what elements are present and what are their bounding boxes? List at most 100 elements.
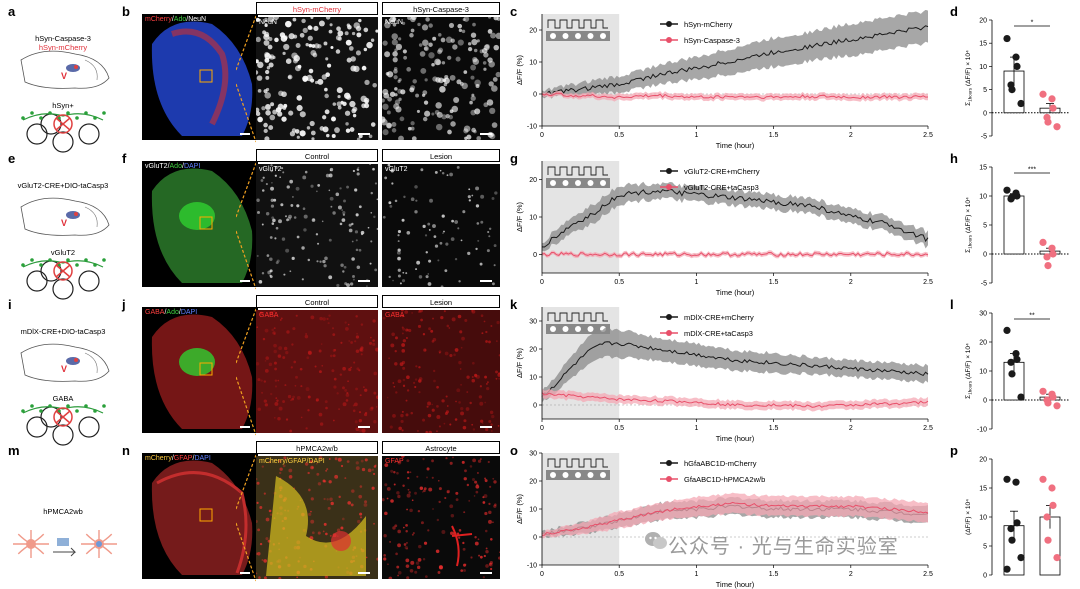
data-point: [1049, 501, 1057, 509]
cell-type-label: vGluT2: [51, 248, 75, 257]
panel-letter-a: a: [8, 4, 16, 19]
cell-type-label: hSyn+: [52, 101, 74, 110]
x-tick-label: 0.5: [614, 132, 624, 139]
series-error-band: [542, 327, 928, 403]
condition-header: hPMCA2w/b: [256, 441, 378, 454]
scale-bar: [480, 133, 492, 135]
bar-chart-p: 0 5 10 15 20 (ΔF/F) × 10⁴: [965, 457, 1061, 580]
lesion-marker: V: [61, 364, 67, 374]
stain-label-segment: NeuN: [188, 16, 207, 23]
x-axis-label: Time (hour): [716, 434, 755, 443]
overview-stain-label: mCherry/GFAP/DAPI: [145, 455, 211, 462]
x-tick-label: 2: [849, 279, 853, 286]
bar-chart-h: *** -5 0 5 10 15 Σ1hours(ΔF/F) × 10⁴: [965, 165, 1070, 288]
stain-label-segment: DAPI: [180, 309, 198, 316]
bar: [1003, 195, 1025, 255]
y-axis-label-prefix: Σ: [965, 249, 972, 253]
data-point: [1039, 475, 1047, 483]
x-tick-label: 2.5: [923, 279, 933, 286]
stain-label-segment: /: [164, 309, 167, 316]
data-point: [1044, 536, 1052, 544]
line-chart-o: hGfaABC1D-mCherryGfaABC1D-hPMCA2w/b-1001…: [515, 451, 933, 589]
data-point: [1003, 186, 1011, 194]
zoom-guide-lines: [236, 454, 256, 582]
data-point: [1013, 62, 1021, 70]
y-tick-label: -5: [981, 281, 987, 288]
y-axis-label-main: (ΔF/F) × 10⁴: [965, 50, 972, 86]
panel-letter-h: h: [950, 151, 958, 166]
x-tick-label: 1: [694, 425, 698, 432]
x-tick-label: 0.5: [614, 571, 624, 578]
scale-bar: [480, 572, 492, 574]
data-point: [1048, 95, 1056, 103]
overview-stain-label: GABA/Ado/DAPI: [145, 309, 197, 316]
zoom-stain-label: NeuN: [259, 19, 277, 26]
condition-header: Astrocyte: [382, 441, 500, 454]
y-axis-label-sub: 1hours: [968, 234, 973, 249]
stain-label-segment: /: [171, 455, 174, 462]
y-axis-label: ΔF/F (%): [515, 202, 524, 233]
scale-bar: [240, 133, 250, 135]
overview-micrograph: mCherry/GFAP/DAPI: [142, 453, 258, 579]
wechat-icon: [645, 532, 667, 549]
data-point: [1039, 90, 1047, 98]
data-point: [1053, 554, 1061, 562]
x-tick-label: 2.5: [923, 571, 933, 578]
y-tick-label: 0: [533, 92, 537, 99]
y-tick-label: 10: [529, 215, 537, 222]
data-point: [1017, 99, 1025, 108]
ablation-icon: [53, 114, 73, 134]
panel-letter-l: l: [950, 297, 954, 312]
data-point: [1007, 525, 1015, 533]
y-tick-label: 15: [979, 165, 987, 172]
y-axis-label: ΔF/F (%): [515, 55, 524, 86]
y-tick-label: 0: [983, 398, 987, 405]
roi-box: [199, 362, 213, 376]
panel-letter-o: o: [510, 443, 518, 458]
data-point: [1053, 123, 1061, 131]
zoom-micrograph-right: NeuN: [382, 17, 500, 140]
data-point: [1044, 399, 1052, 407]
injection-site: [66, 357, 80, 365]
y-tick-label: 10: [529, 507, 537, 514]
condition-header: Control: [256, 149, 378, 162]
y-axis-label-sub: 1hours: [968, 87, 973, 102]
scale-bar: [240, 426, 250, 428]
stain-label-segment: /: [178, 309, 181, 316]
x-axis-label: Time (hour): [716, 141, 755, 150]
watermark: 公众号 · 光与生命实验室: [668, 536, 899, 558]
zoom-guide-lines: [236, 308, 256, 436]
legend-entry: hSyn-mCherry: [684, 20, 733, 29]
series-error-band: [542, 91, 928, 102]
stain-label-segment: GFAP: [173, 455, 193, 462]
y-tick-label: -10: [527, 563, 537, 570]
astrocyte-schematic: hPMCA2wb: [13, 507, 117, 558]
panel-letter-b: b: [122, 4, 130, 19]
significance-label: **: [1029, 313, 1035, 320]
data-point: [1008, 193, 1016, 201]
data-point: [1003, 475, 1011, 483]
x-tick-label: 2: [849, 425, 853, 432]
stain-label-segment: Ado: [166, 309, 179, 316]
data-point: [1003, 565, 1011, 573]
data-point: [1013, 355, 1021, 363]
zoom-stain-label: GABA: [385, 312, 405, 319]
panel-letter-g: g: [510, 151, 518, 166]
series-line: [541, 392, 929, 408]
data-point: [1013, 519, 1021, 527]
data-point: [1049, 250, 1057, 258]
zoom-stain-label: GFAP: [385, 458, 404, 465]
data-point: [1017, 554, 1025, 562]
condition-header: Lesion: [382, 149, 500, 162]
data-point: [1007, 358, 1015, 366]
zoom-stain-label: mCherry/GFAP/DAPI: [259, 458, 325, 465]
y-tick-label: 30: [979, 311, 987, 318]
y-tick-label: -5: [981, 134, 987, 141]
y-tick-label: 0: [533, 535, 537, 542]
data-point: [1017, 393, 1025, 401]
zoom-micrograph-left: mCherry/GFAP/DAPI: [256, 456, 378, 579]
y-tick-label: 10: [529, 375, 537, 382]
